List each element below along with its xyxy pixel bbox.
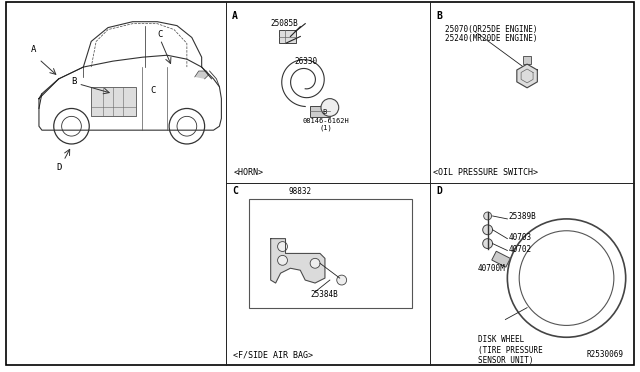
Bar: [92, 87, 136, 116]
Circle shape: [278, 241, 287, 251]
Text: B: B: [72, 77, 77, 86]
Polygon shape: [195, 71, 209, 79]
Polygon shape: [517, 64, 538, 88]
Circle shape: [278, 256, 287, 265]
Text: 98832: 98832: [289, 187, 312, 196]
Text: C: C: [232, 186, 238, 196]
Text: B: B: [322, 109, 326, 115]
Text: A: A: [232, 11, 238, 21]
Text: <F/SIDE AIR BAG>: <F/SIDE AIR BAG>: [233, 350, 313, 359]
Text: 25389B: 25389B: [508, 212, 536, 221]
Bar: [249, 199, 412, 308]
Polygon shape: [271, 239, 325, 283]
Text: 25384B: 25384B: [310, 291, 338, 299]
Text: D: D: [57, 163, 62, 172]
Text: 40702: 40702: [508, 245, 531, 254]
Text: 25070(QR25DE ENGINE): 25070(QR25DE ENGINE): [445, 25, 538, 34]
Text: D: D: [436, 186, 442, 196]
Bar: [523, 56, 531, 64]
Text: 40700M: 40700M: [478, 264, 506, 273]
Text: 26330: 26330: [294, 57, 317, 65]
Text: C: C: [150, 86, 156, 95]
Circle shape: [483, 225, 493, 235]
Circle shape: [483, 239, 493, 248]
Circle shape: [484, 212, 492, 220]
Text: A: A: [31, 45, 36, 54]
Text: <HORN>: <HORN>: [233, 168, 263, 177]
Text: 25085B: 25085B: [271, 19, 298, 28]
Bar: [278, 30, 296, 44]
Text: 25240(MR20DE ENGINE): 25240(MR20DE ENGINE): [445, 34, 538, 43]
Text: 08146-6162H
(1): 08146-6162H (1): [303, 118, 349, 131]
Text: R2530069: R2530069: [586, 350, 623, 359]
Bar: [492, 251, 510, 267]
Text: C: C: [157, 30, 163, 39]
Circle shape: [321, 99, 339, 116]
Text: DISK WHEEL
(TIRE PRESSURE
SENSOR UNIT): DISK WHEEL (TIRE PRESSURE SENSOR UNIT): [478, 335, 543, 365]
Bar: [310, 106, 330, 117]
Text: <OIL PRESSURE SWITCH>: <OIL PRESSURE SWITCH>: [433, 168, 538, 177]
Text: B: B: [436, 11, 442, 21]
Circle shape: [310, 259, 320, 268]
Circle shape: [337, 275, 347, 285]
Text: 40703: 40703: [508, 233, 531, 242]
